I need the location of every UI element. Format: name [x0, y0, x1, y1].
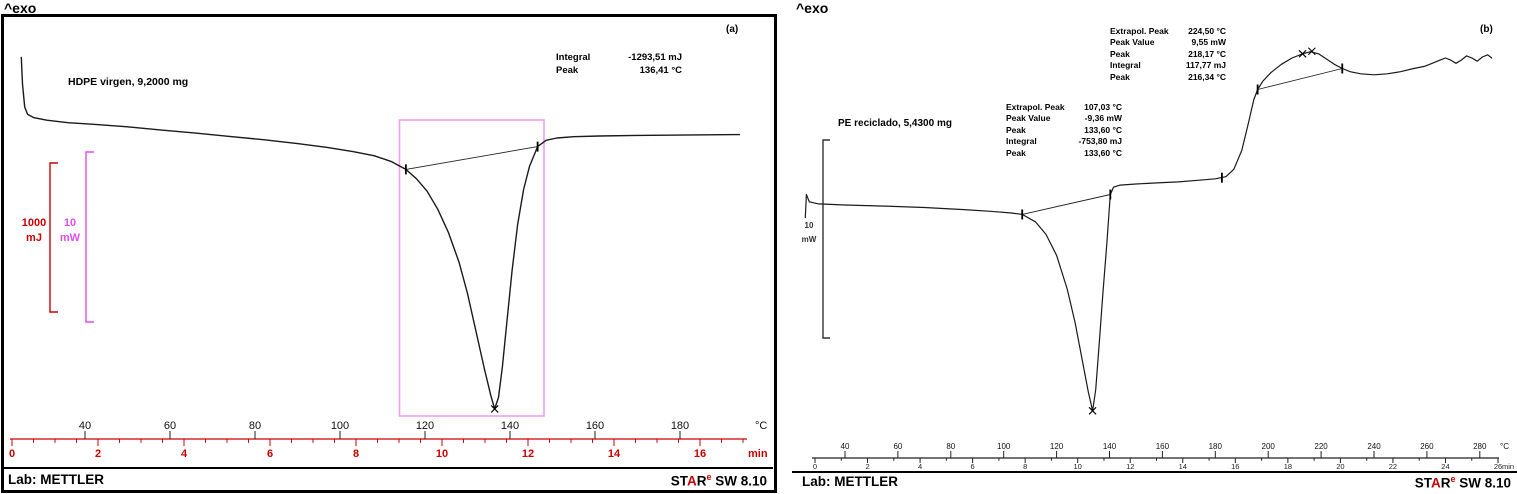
dsc-curve: [20, 56, 741, 410]
scale-bar-label: 1000: [22, 217, 46, 229]
time-tick-label: 2: [95, 448, 101, 460]
peak-x-marker: [1088, 406, 1097, 415]
time-tick-label: 6: [267, 448, 273, 460]
exo-label: ^exo: [4, 0, 37, 16]
star-software-logo: STARe SW 8.10: [671, 472, 767, 489]
scale-bracket-mJ: 1000 mJ: [22, 162, 58, 313]
time-tick-label: 14: [1179, 462, 1187, 471]
temp-tick-label: 160: [586, 420, 604, 432]
star-logo-segment: R: [696, 473, 707, 489]
time-axis-unit: min: [1502, 462, 1514, 471]
time-tick-label: 12: [522, 448, 534, 460]
temp-tick-label: 260: [1420, 442, 1434, 451]
scale-bracket-mW: 10 mW: [60, 151, 94, 323]
scale-bar-label: mW: [60, 232, 81, 244]
dsc-plot-a: 1000 mJ 10 mW 40 60 80 100 120 140 160 180 °C 0 2 4 6 8 10…: [9, 56, 768, 460]
temp-tick-label: 280: [1473, 442, 1487, 451]
time-tick-label: 0: [813, 462, 817, 471]
panel-b: 10 mW 40 60 80 100 120 140 160 180 200 220 240 260 280…: [792, 0, 1517, 494]
temp-tick-label: 220: [1314, 442, 1328, 451]
temp-tick-label: 120: [416, 420, 434, 432]
peak-x-marker: [490, 405, 499, 413]
scale-bar-label: 10: [805, 221, 814, 230]
panel-label-b: (b): [1480, 24, 1493, 35]
scale-bar-label: 10: [64, 217, 76, 229]
temp-tick-label: 160: [1156, 442, 1170, 451]
time-tick-label: 16: [1231, 462, 1239, 471]
time-tick-label: 6: [971, 462, 975, 471]
time-tick-label: 18: [1284, 462, 1292, 471]
time-tick-label: 26: [1494, 462, 1502, 471]
exo-label: ^exo: [796, 0, 829, 16]
temp-tick-label: 60: [164, 420, 176, 432]
temp-tick-label: 100: [997, 442, 1011, 451]
star-software-logo: STARe SW 8.10: [1415, 474, 1511, 491]
time-tick-label: 8: [353, 448, 359, 460]
time-tick-label: 24: [1441, 462, 1449, 471]
temp-axis-unit: °C: [1500, 442, 1509, 451]
star-logo-segment: e: [706, 472, 712, 482]
peak-x-marker: [1307, 47, 1316, 56]
temp-tick-label: 80: [946, 442, 955, 451]
time-tick-label: 0: [9, 448, 15, 460]
integral-baseline: [1022, 194, 1111, 215]
peak-x-marker: [1298, 49, 1307, 58]
peak-highlight-box: [398, 119, 545, 417]
sample-label-a: HDPE virgen, 9,2000 mg: [68, 76, 189, 88]
temp-tick-label: 120: [1050, 442, 1064, 451]
star-logo-segment: SW 8.10: [1455, 475, 1511, 491]
time-tick-label: 14: [608, 448, 621, 460]
scale-bar-label: mJ: [26, 232, 42, 244]
time-tick-label: 12: [1126, 462, 1134, 471]
time-tick-label: 10: [1074, 462, 1082, 471]
temp-tick-label: 40: [79, 420, 91, 432]
time-tick-label: 2: [865, 462, 869, 471]
scale-bar-label: mW: [802, 235, 817, 244]
temp-tick-label: 100: [331, 420, 349, 432]
star-logo-segment: e: [1450, 474, 1456, 484]
integral-baseline: [405, 146, 538, 170]
temp-tick-label: 60: [893, 442, 902, 451]
time-tick-label: 4: [181, 448, 188, 460]
panel-label-a: (a): [726, 24, 739, 35]
footer-divider: [3, 467, 773, 469]
scale-bracket-mW: 10 mW: [802, 139, 830, 339]
temp-tick-label: 180: [671, 420, 689, 432]
temp-tick-label: 240: [1367, 442, 1381, 451]
time-tick-label: 4: [918, 462, 922, 471]
temp-tick-label: 140: [1103, 442, 1117, 451]
time-tick-label: 20: [1336, 462, 1344, 471]
footer-divider: [792, 471, 1517, 473]
star-logo-segment: R: [1440, 475, 1451, 491]
panel-a: 1000 mJ 10 mW 40 60 80 100 120 140 160 180 °C 0 2 4 6 8 10…: [1, 0, 777, 493]
sample-label-b: PE reciclado, 5,4300 mg: [838, 118, 952, 129]
star-logo-segment: A: [1430, 475, 1441, 491]
star-logo-segment: ST: [1414, 475, 1431, 491]
time-tick-label: 22: [1389, 462, 1397, 471]
star-logo-segment: ST: [670, 473, 687, 489]
time-tick-label: 10: [436, 448, 448, 460]
time-tick-label: 16: [694, 448, 706, 460]
temp-tick-label: 140: [501, 420, 519, 432]
temp-tick-label: 40: [841, 442, 850, 451]
dsc-curve: [804, 51, 1493, 412]
time-tick-label: 8: [1023, 462, 1027, 471]
temp-axis-unit: °C: [755, 420, 767, 432]
lab-label: Lab: METTLER: [802, 474, 898, 489]
star-logo-segment: A: [686, 473, 697, 489]
temp-tick-label: 80: [249, 420, 261, 432]
star-logo-segment: SW 8.10: [711, 473, 767, 489]
time-axis-unit: min: [748, 448, 768, 460]
temp-tick-label: 180: [1209, 442, 1223, 451]
lab-label: Lab: METTLER: [8, 472, 104, 487]
integral-baseline: [1257, 68, 1343, 90]
temp-tick-label: 200: [1262, 442, 1276, 451]
